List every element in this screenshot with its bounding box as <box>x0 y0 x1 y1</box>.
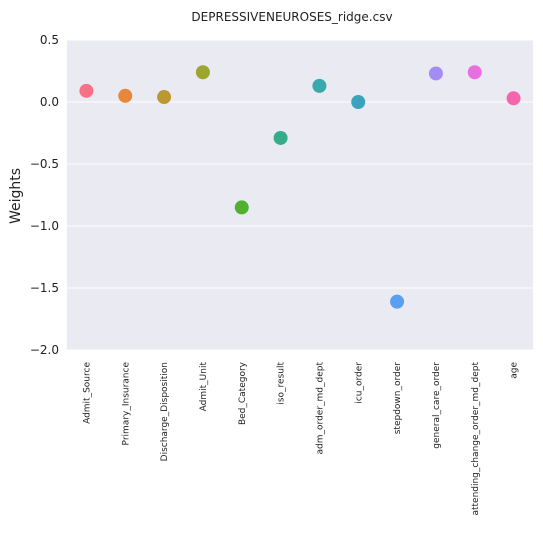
x-tick-labels: Admit_Source Primary_Insurance Discharge_D… <box>82 361 519 515</box>
data-points <box>79 65 521 309</box>
x-tick-label: Discharge_Disposition <box>160 362 170 461</box>
x-tick-label: age <box>510 362 520 379</box>
data-point-primary-insurance <box>118 88 133 103</box>
data-point-admit-source <box>79 83 94 98</box>
y-tick-label: −1.0 <box>30 219 59 233</box>
plot-area <box>67 40 533 350</box>
x-tick-label: iso_result <box>277 362 287 405</box>
data-point-stepdown-order <box>390 294 405 309</box>
data-point-admit-unit <box>195 65 210 80</box>
y-axis-label: Weights <box>8 168 24 224</box>
data-point-bed-category <box>234 200 249 215</box>
x-tick-label: attending_change_order_md_dept <box>471 362 481 516</box>
y-tick-label: 0.5 <box>40 33 59 47</box>
y-tick-label: −1.5 <box>30 281 59 295</box>
y-tick-label: −0.5 <box>30 157 59 171</box>
data-point-discharge-disposition <box>157 90 172 105</box>
x-tick-label: Admit_Source <box>82 362 92 424</box>
data-point-adm-order-md-dept <box>312 78 327 93</box>
x-tick-label: Admit_Unit <box>199 362 209 412</box>
x-tick-label: stepdown_order <box>393 362 403 435</box>
chart-title: DEPRESSIVENEUROSES_ridge.csv <box>191 10 392 24</box>
y-tick-label: 0.0 <box>40 95 59 109</box>
x-tick-label: icu_order <box>354 362 364 404</box>
grid-lines <box>67 39 533 351</box>
data-point-iso-result <box>273 130 288 145</box>
data-point-age <box>506 91 521 106</box>
x-tick-label: general_care_order <box>432 362 442 449</box>
data-point-attending-change-order-md-dept <box>467 65 482 80</box>
y-tick-label: −2.0 <box>30 343 59 357</box>
data-point-icu-order <box>351 95 366 109</box>
x-tick-label: Bed_Category <box>238 361 248 425</box>
y-tick-labels: 0.5 0.0 −0.5 −1.0 −1.5 −2.0 <box>30 33 59 357</box>
x-tick-label: Primary_Insurance <box>121 362 131 446</box>
data-point-general-care-order <box>428 66 443 81</box>
x-tick-label: adm_order_md_dept <box>315 362 325 455</box>
